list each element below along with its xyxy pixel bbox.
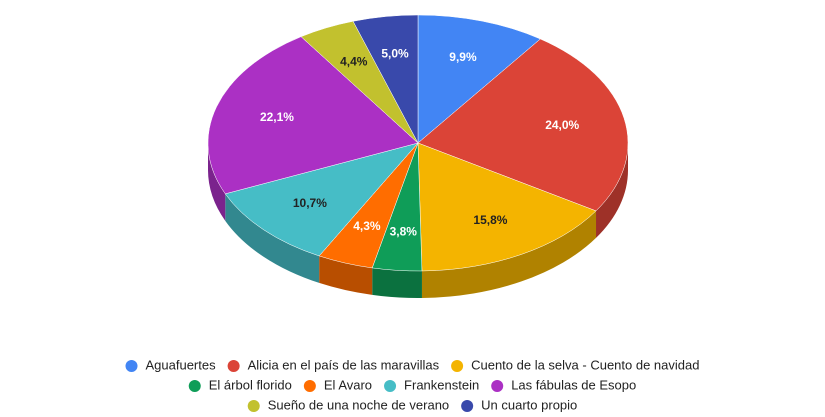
legend-label: Frankenstein — [404, 377, 479, 392]
legend-swatch — [461, 400, 474, 412]
slice-label: 15,8% — [473, 213, 507, 227]
slice — [352, 14, 419, 144]
legend-swatch — [247, 400, 260, 412]
slice-side — [596, 143, 628, 238]
legend-swatch — [384, 380, 397, 392]
slice — [417, 142, 597, 272]
legend-swatch — [451, 360, 464, 372]
slice — [224, 142, 419, 257]
legend-swatch — [491, 380, 504, 392]
slice-side — [372, 267, 422, 299]
legend-label: Las fábulas de Esopo — [511, 377, 636, 392]
slice-label: 4,3% — [353, 219, 381, 233]
legend-label: El Avaro — [324, 377, 372, 392]
slice-label: 22,1% — [260, 110, 294, 124]
slice-side — [225, 193, 320, 283]
legend-label: Alicia en el país de las maravillas — [248, 357, 440, 372]
legend-swatch — [188, 380, 201, 392]
slice — [207, 36, 419, 195]
legend-swatch — [125, 360, 138, 372]
slice — [417, 38, 629, 212]
slice-label: 10,7% — [293, 196, 327, 210]
slice — [417, 14, 541, 144]
legend-swatch — [303, 380, 316, 392]
slice-label: 9,9% — [449, 50, 477, 64]
slice-side — [421, 210, 597, 298]
slice-label: 4,4% — [340, 55, 368, 69]
legend-label: Cuento de la selva - Cuento de navidad — [471, 357, 699, 372]
slice-label: 3,8% — [390, 224, 418, 238]
slice-label: 5,0% — [381, 47, 409, 61]
slice-side — [208, 143, 226, 221]
slice-side — [319, 255, 373, 295]
legend-label: Sueño de una noche de verano — [268, 397, 449, 412]
legend-swatch — [227, 360, 240, 372]
slice-label: 24,0% — [545, 118, 579, 132]
legend-label: El árbol florido — [209, 377, 292, 392]
legend-label: Un cuarto propio — [481, 397, 577, 412]
legend-label: Aguafuertes — [146, 357, 217, 372]
